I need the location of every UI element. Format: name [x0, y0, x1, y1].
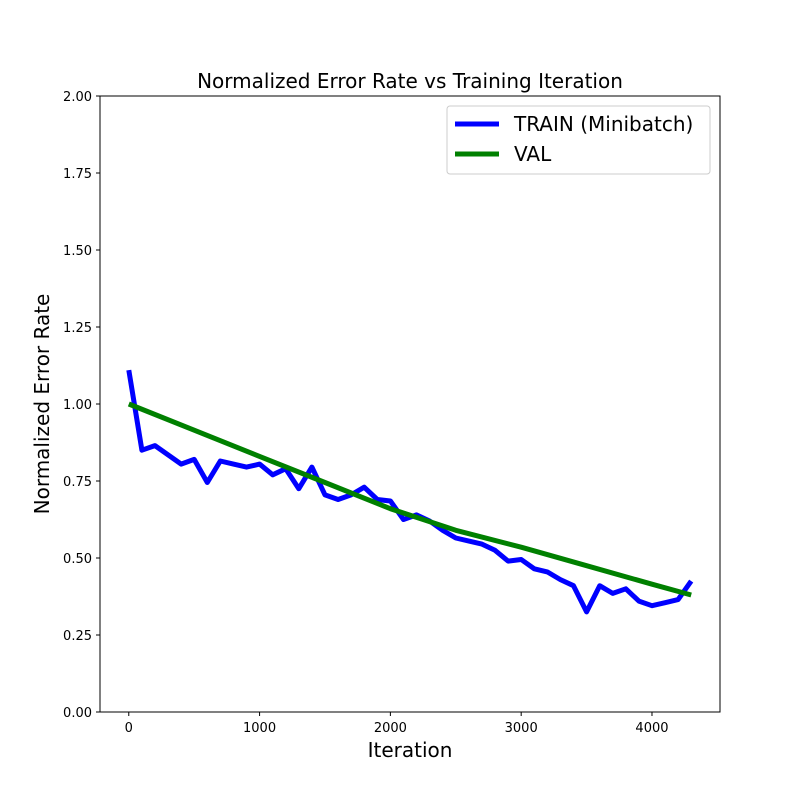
y-tick-label: 2.00 [63, 90, 92, 105]
y-tick-label: 0.00 [63, 706, 92, 721]
legend: TRAIN (Minibatch) VAL [446, 105, 711, 175]
x-tick-label: 0 [125, 721, 133, 736]
x-axis-label: Iteration [368, 738, 453, 762]
y-tick-label: 1.00 [63, 398, 92, 413]
val-series-line [127, 401, 692, 598]
legend-label-val: VAL [514, 142, 552, 166]
series-layer [126, 369, 694, 615]
y-axis-label: Normalized Error Rate [30, 294, 54, 515]
y-tick-label: 0.50 [63, 552, 92, 567]
y-tick-label: 1.25 [63, 321, 92, 336]
legend-box [446, 105, 711, 175]
y-axis: 0.00 0.25 0.50 0.75 1.00 1.25 1.50 1.75 2.00 [63, 90, 100, 721]
y-tick-label: 0.75 [63, 475, 92, 490]
y-tick-label: 1.50 [63, 244, 92, 259]
x-tick-label: 1000 [243, 721, 276, 736]
x-tick-label: 4000 [635, 721, 668, 736]
x-axis: 0 1000 2000 3000 4000 [125, 712, 669, 736]
legend-label-train: TRAIN (Minibatch) [513, 112, 693, 136]
x-tick-label: 3000 [505, 721, 538, 736]
y-tick-label: 1.75 [63, 167, 92, 182]
x-tick-label: 2000 [374, 721, 407, 736]
y-tick-label: 0.25 [63, 629, 92, 644]
chart-title: Normalized Error Rate vs Training Iterat… [197, 69, 623, 93]
